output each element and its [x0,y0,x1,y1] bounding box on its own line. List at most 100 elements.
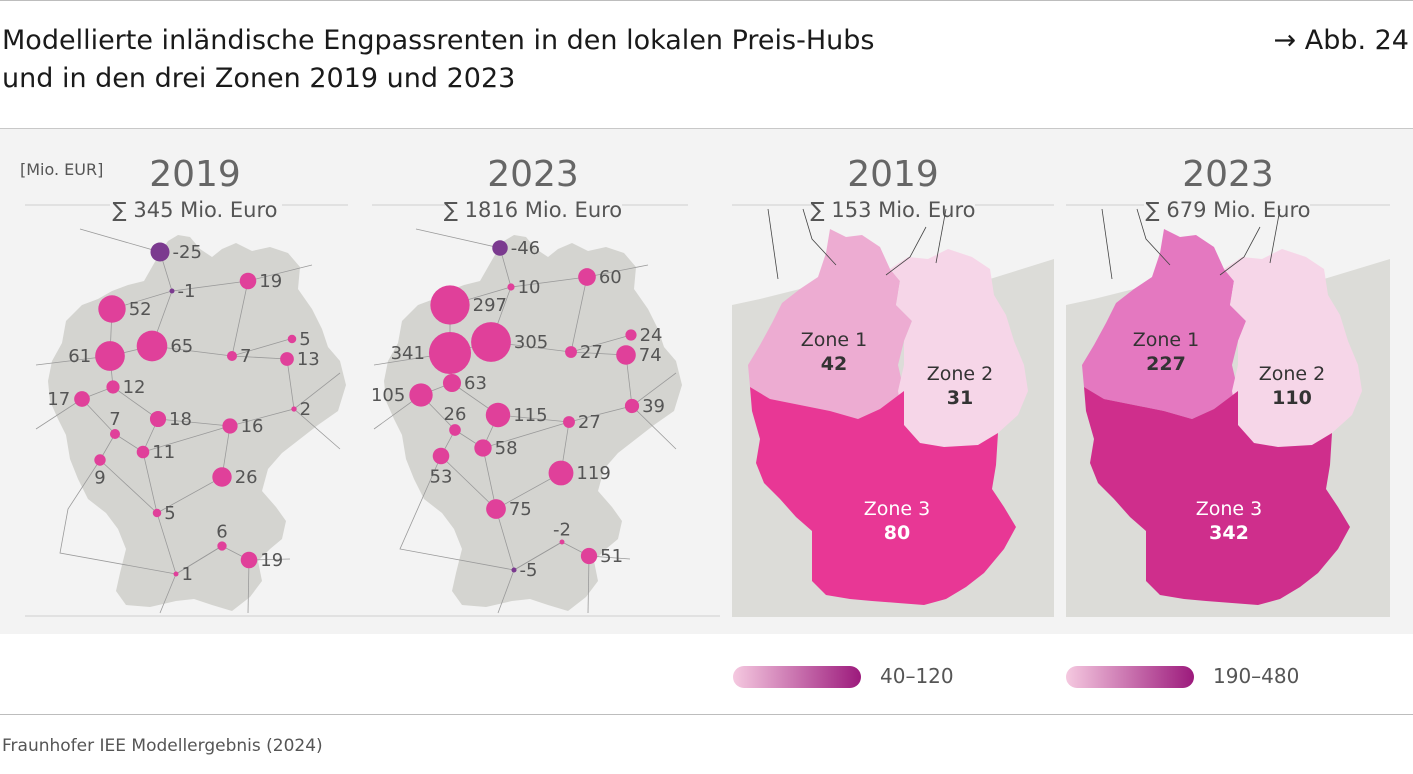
hub-bubble [474,439,492,457]
hub-value-label: 26 [235,467,258,488]
hub-value-label: 297 [473,295,507,316]
hub-bubble [559,539,565,545]
figure-reference: → Abb. 24 [1273,25,1409,56]
zone-value: 42 [821,353,847,375]
hub-value-label: 60 [599,267,622,288]
hub-bubble [94,454,106,466]
zone-1-area [748,229,912,419]
hub-map-2019: [Mio. EUR] 2019 ∑ 345 Mio. Euro [20,154,348,614]
hub-bubble [409,383,433,407]
hub-bubble [432,447,450,465]
hub-bubble [74,391,90,407]
hub-bubble [240,551,258,569]
hub-value-label: -2 [553,520,571,541]
hub-value-label: 19 [260,550,283,571]
hub-bubble [106,380,120,394]
zone-value: 31 [947,387,973,409]
hub-map-2023: 2023 ∑ 1816 Mio. Euro [372,154,688,614]
hub-value-label: 17 [47,389,70,410]
hub-value-label: 19 [259,271,282,292]
hub-value-label: 26 [444,404,467,425]
hub-value-label: 61 [68,346,91,367]
hub-value-label: 52 [129,299,152,320]
map-sum: ∑ 153 Mio. Euro [811,198,976,222]
hub-bubble [580,547,598,565]
zone-value: 227 [1146,353,1186,375]
hub-value-label: 27 [580,342,603,363]
hub-value-label: 6 [216,521,227,542]
hub-bubble [136,445,150,459]
zone-value: 80 [884,522,910,544]
hub-value-label: 16 [241,416,264,437]
hub-value-label: 105 [371,385,405,406]
hub-value-label: 1 [182,564,193,585]
hub-value-label: 11 [152,442,175,463]
hub-bubble [471,322,511,362]
zone-3-area [750,387,1016,605]
hub-value-label: -1 [178,281,196,302]
zone-3-area [1084,387,1350,605]
legend-swatch [1066,666,1194,688]
hub-bubbles-2023: -46 10 60 297 341 305 24 27 74 63 105 26 115 39 27 58 53… [371,238,665,581]
hub-bubble [226,350,238,362]
map-year: 2023 [1182,154,1274,195]
hub-value-label: 12 [123,377,146,398]
hub-bubble [449,424,461,436]
title-line-1: Modellierte inländische Engpassrenten in… [2,25,875,56]
hub-value-label: 305 [514,332,548,353]
hub-value-label: 51 [600,546,623,567]
hub-bubble [625,329,637,341]
hub-bubble [291,406,297,412]
hub-value-label: 65 [170,336,193,357]
hub-value-label: 75 [509,499,532,520]
hub-value-label: 58 [495,438,518,459]
hub-bubble [507,283,515,291]
hub-value-label: 24 [640,325,663,346]
hub-value-label: -25 [173,242,202,263]
hub-value-label: 119 [576,463,610,484]
hub-bubble [430,285,470,325]
map-year: 2019 [149,154,241,195]
zone-1-area [1082,229,1246,419]
hub-bubble [136,330,168,362]
hub-value-label: 5 [299,329,310,350]
maps-canvas: [Mio. EUR] 2019 ∑ 345 Mio. Euro [20,154,1390,617]
map-sum: ∑ 1816 Mio. Euro [444,198,622,222]
hub-bubbles-2019: -25 -1 19 52 61 65 5 7 13 12 17 7 18 2 16 11 9 26 5 6 19 1 [47,242,319,585]
hub-bubble [442,373,462,393]
leader-lines [767,208,947,280]
hub-bubble [173,571,179,577]
hub-value-label: 9 [94,468,105,489]
title-line-2: und in den drei Zonen 2019 und 2023 [2,63,516,94]
hub-bubble [152,508,162,518]
zone-label: Zone 2 [1259,363,1326,385]
zone-label: Zone 3 [864,498,931,520]
bottom-rule [0,714,1413,715]
hub-value-label: 74 [639,345,662,366]
zone-value: 110 [1272,387,1312,409]
hub-value-label: 2 [300,399,311,420]
maps-panel: [Mio. EUR] 2019 ∑ 345 Mio. Euro [0,128,1413,634]
legend-label: 40–120 [880,664,954,688]
hub-bubble [624,398,640,414]
hub-value-label: 39 [642,396,665,417]
hub-bubble [287,334,297,344]
hub-value-label: 27 [578,412,601,433]
top-rule [0,0,1413,1]
zone-2-area [890,249,1028,447]
zone-2-area [1224,249,1362,447]
hub-bubble [485,402,511,428]
legend: 40–120 190–480 [733,664,1299,688]
legend-swatch [733,666,861,688]
hub-bubble [239,272,257,290]
map-year: 2019 [847,154,939,195]
hub-bubble [578,268,596,286]
hub-value-label: 53 [430,466,453,487]
hub-value-label: 341 [391,343,425,364]
hub-bubble [492,240,508,256]
map-sum: ∑ 345 Mio. Euro [113,198,278,222]
hub-bubble [169,288,175,294]
zone-map-2019: 2019 ∑ 153 Mio. Euro Zone 1 42 Zone 2 31… [732,154,1054,617]
hub-bubble [486,499,506,519]
zone-label: Zone 3 [1196,498,1263,520]
